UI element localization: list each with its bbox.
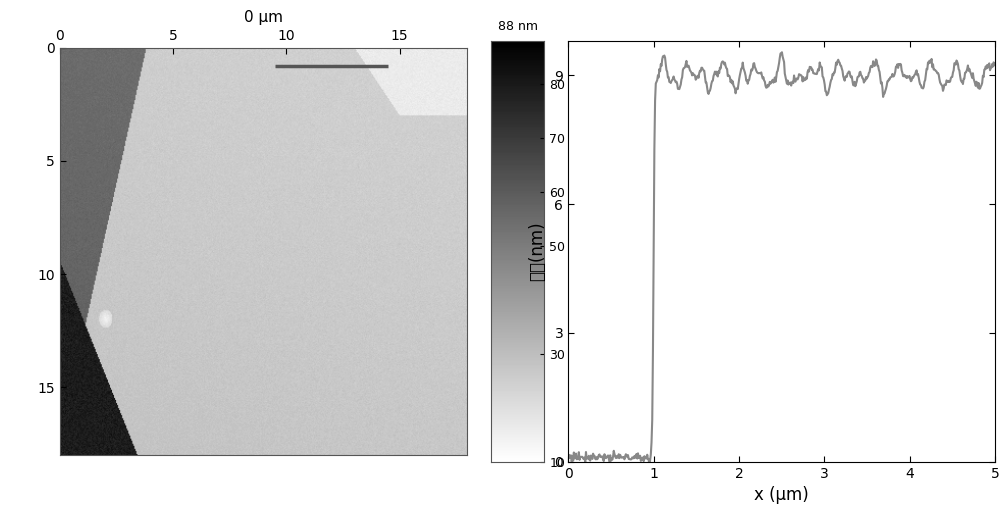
Y-axis label: 高度(nm): 高度(nm) [528, 222, 546, 281]
X-axis label: 0 μm: 0 μm [244, 10, 283, 25]
X-axis label: x (μm): x (μm) [754, 486, 809, 504]
Text: 88 nm: 88 nm [498, 19, 538, 33]
